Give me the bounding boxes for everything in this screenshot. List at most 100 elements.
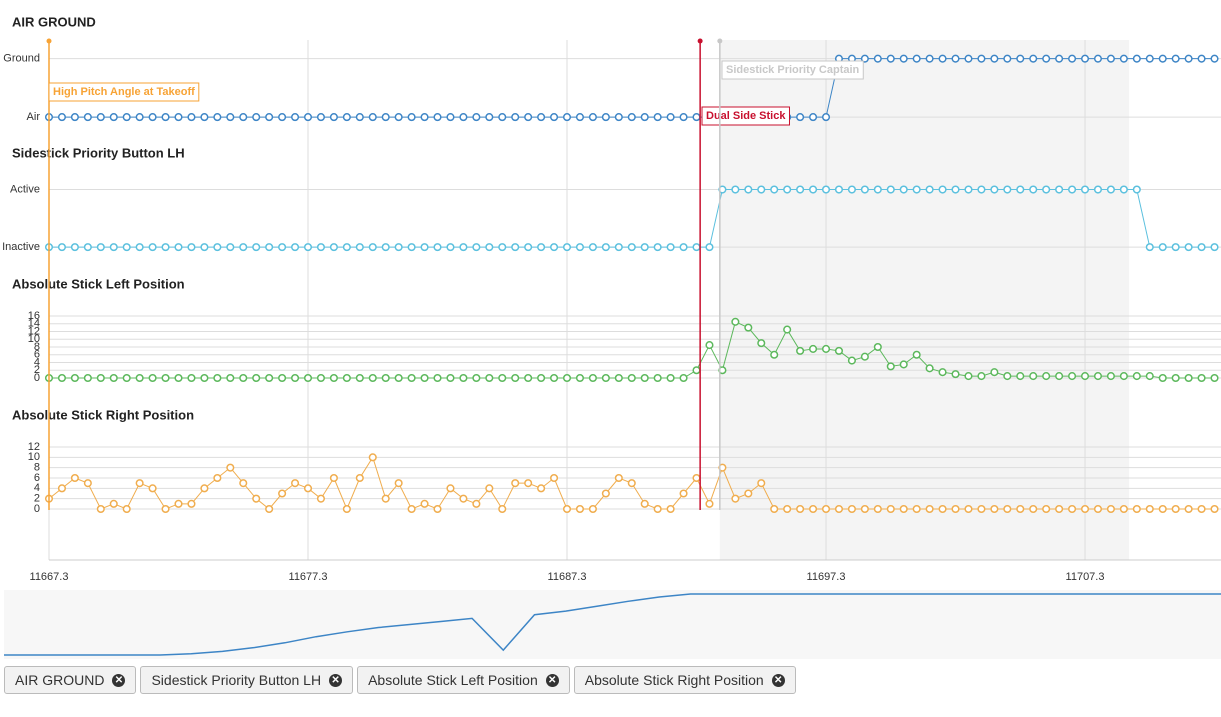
data-point bbox=[796, 113, 805, 122]
data-point bbox=[498, 243, 507, 252]
data-point bbox=[1080, 372, 1090, 381]
data-point bbox=[744, 489, 753, 498]
data-point bbox=[303, 373, 313, 383]
data-point bbox=[122, 373, 131, 383]
series-tab[interactable]: Sidestick Priority Button LH ✕ bbox=[140, 666, 354, 694]
data-point bbox=[705, 499, 714, 508]
data-point bbox=[342, 373, 351, 383]
data-point bbox=[770, 504, 779, 514]
data-point bbox=[1184, 373, 1193, 383]
data-point bbox=[252, 494, 261, 503]
data-point bbox=[588, 504, 597, 514]
data-point bbox=[1093, 54, 1103, 63]
data-point bbox=[278, 113, 287, 122]
y-tick-label: 4 bbox=[34, 356, 40, 368]
navigator-line bbox=[4, 593, 1221, 656]
series-tab[interactable]: Absolute Stick Right Position ✕ bbox=[573, 666, 796, 694]
remove-icon[interactable]: ✕ bbox=[545, 673, 559, 687]
data-point bbox=[821, 344, 831, 353]
data-point bbox=[174, 373, 183, 383]
data-point bbox=[213, 113, 222, 122]
remove-icon[interactable]: ✕ bbox=[112, 673, 126, 687]
navigator-bg bbox=[4, 590, 1221, 659]
data-point bbox=[977, 185, 986, 194]
data-point bbox=[1068, 54, 1077, 63]
data-point bbox=[1210, 54, 1219, 63]
data-point bbox=[1093, 185, 1103, 194]
data-point bbox=[368, 113, 377, 122]
data-point bbox=[381, 113, 390, 122]
remove-icon[interactable]: ✕ bbox=[329, 673, 343, 687]
data-point bbox=[692, 473, 701, 483]
data-point bbox=[1080, 504, 1090, 514]
data-point bbox=[614, 113, 623, 122]
data-point bbox=[938, 504, 947, 514]
data-point bbox=[614, 473, 623, 483]
data-point bbox=[252, 243, 261, 252]
data-point bbox=[83, 479, 92, 488]
data-point bbox=[562, 373, 572, 383]
y-tick-label: 8 bbox=[34, 341, 40, 353]
data-point bbox=[459, 494, 468, 503]
series-tab[interactable]: Absolute Stick Left Position ✕ bbox=[357, 666, 570, 694]
data-point bbox=[1029, 372, 1038, 381]
data-point bbox=[200, 243, 209, 252]
data-point bbox=[1197, 373, 1206, 383]
data-point bbox=[834, 346, 844, 355]
data-point bbox=[122, 243, 131, 252]
data-point bbox=[537, 113, 546, 122]
panel-title: Absolute Stick Right Position bbox=[12, 407, 194, 422]
data-point bbox=[96, 113, 105, 122]
data-point bbox=[1145, 54, 1154, 63]
y-tick-label: 2 bbox=[34, 493, 40, 505]
y-tick-label: Active bbox=[10, 183, 40, 195]
data-point bbox=[1068, 504, 1077, 514]
data-point bbox=[498, 504, 507, 514]
data-point bbox=[368, 453, 377, 462]
x-tick-label: 11697.3 bbox=[807, 571, 846, 583]
data-point bbox=[1106, 504, 1115, 514]
data-point bbox=[291, 479, 300, 488]
data-point bbox=[899, 504, 908, 514]
data-point bbox=[226, 373, 235, 383]
data-point bbox=[925, 504, 934, 514]
data-point bbox=[329, 373, 338, 383]
data-point bbox=[847, 185, 856, 194]
data-point bbox=[161, 113, 170, 122]
y-tick-label: 2 bbox=[34, 364, 40, 376]
data-point bbox=[821, 113, 831, 122]
data-point bbox=[627, 113, 636, 122]
data-point bbox=[122, 113, 131, 122]
data-point bbox=[472, 113, 481, 122]
data-point bbox=[303, 243, 313, 252]
data-point bbox=[1145, 372, 1154, 381]
data-point bbox=[575, 504, 585, 514]
y-tick-label: 0 bbox=[34, 503, 40, 515]
data-point bbox=[757, 339, 766, 348]
data-point bbox=[1042, 372, 1051, 381]
data-point bbox=[990, 185, 999, 194]
data-point bbox=[161, 504, 170, 514]
series-tab[interactable]: AIR GROUND ✕ bbox=[4, 666, 137, 694]
data-point bbox=[174, 499, 183, 508]
data-point bbox=[666, 504, 675, 514]
panel-title: Absolute Stick Left Position bbox=[12, 276, 185, 291]
data-point bbox=[1055, 185, 1064, 194]
data-point bbox=[550, 473, 559, 483]
data-point bbox=[783, 325, 792, 334]
data-point bbox=[381, 494, 390, 503]
data-point bbox=[653, 373, 662, 383]
data-point bbox=[964, 372, 973, 381]
data-point bbox=[226, 113, 235, 122]
data-point bbox=[757, 185, 766, 194]
remove-icon[interactable]: ✕ bbox=[771, 673, 785, 687]
data-point bbox=[964, 185, 973, 194]
data-point bbox=[96, 504, 105, 514]
data-point bbox=[860, 352, 869, 361]
data-point bbox=[847, 504, 856, 514]
tab-label: Absolute Stick Left Position bbox=[368, 672, 538, 688]
data-point bbox=[653, 113, 662, 122]
data-point bbox=[1003, 54, 1012, 63]
data-point bbox=[1016, 54, 1025, 63]
data-point bbox=[809, 344, 818, 353]
